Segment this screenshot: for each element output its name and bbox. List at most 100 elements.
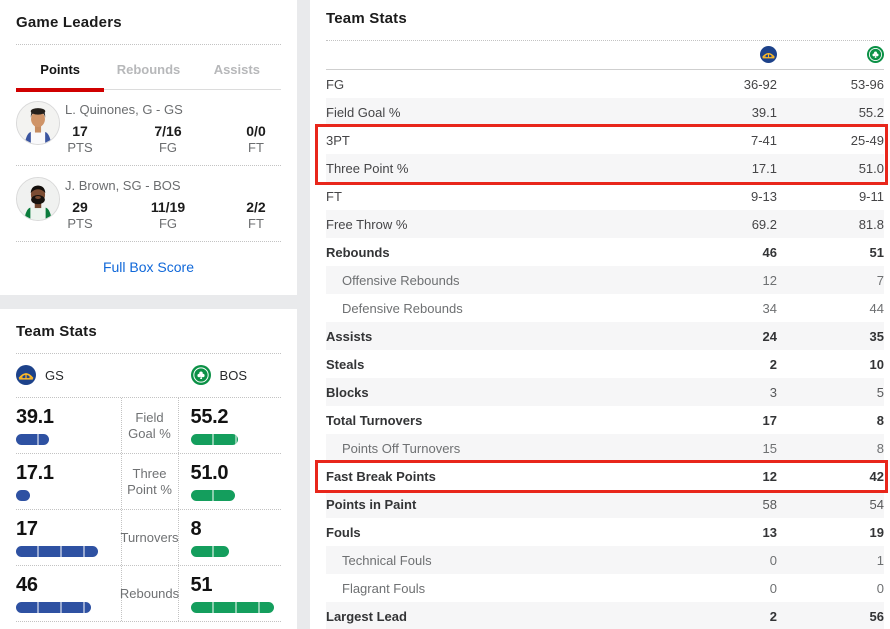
stat-row-blocks: Blocks 3 5 — [326, 378, 884, 406]
gs-value: 9-13 — [750, 188, 777, 204]
leader-stat-fg: 7/16 FG — [153, 123, 183, 155]
gs-value: 12 — [762, 272, 777, 288]
stat-name: Flagrant Fouls — [342, 580, 426, 596]
gs-value: 0 — [769, 580, 777, 596]
compare-row-three-point: 17.1 Three Point % 51.0 — [16, 454, 281, 510]
divider — [16, 44, 281, 45]
bos-value: 81.8 — [858, 216, 884, 232]
game-leaders-card: Game Leaders Points Rebounds Assists L. Qu… — [0, 0, 297, 295]
warriors-logo-icon — [16, 365, 36, 385]
player-name: L. Quinones, G - GS — [65, 102, 183, 117]
team-stats-right-title: Team Stats — [326, 10, 407, 27]
gs-stat-value: 17 — [16, 518, 38, 540]
player-name: J. Brown, SG - BOS — [65, 178, 181, 193]
header-col-bos — [777, 46, 884, 64]
stat-row-field-goal: Field Goal % 39.1 55.2 — [326, 98, 884, 126]
bos-value: 7 — [876, 272, 884, 288]
stat-name: Largest Lead — [326, 608, 407, 624]
warriors-logo-icon — [760, 46, 777, 64]
stat-row-free-throw: Free Throw % 69.2 81.8 — [326, 210, 884, 238]
stat-name: Offensive Rebounds — [342, 272, 460, 288]
bos-value: 51 — [869, 244, 884, 260]
stat-row-offensive-rebounds: Offensive Rebounds 12 7 — [326, 266, 884, 294]
gs-value: 39.1 — [751, 104, 777, 120]
stat-name: Points Off Turnovers — [342, 440, 461, 456]
stat-name: Blocks — [326, 384, 369, 400]
stat-row-three-point: Three Point % 17.1 51.0 — [326, 154, 884, 182]
divider — [326, 40, 884, 41]
tab-assists[interactable]: Assists — [213, 62, 260, 77]
bos-stat-cell: 51.0 — [179, 454, 282, 509]
leaders-list: L. Quinones, G - GS 17 PTS 7/16 FG 0/0 FT J. B… — [16, 90, 281, 242]
compare-row-rebounds: 46 Rebounds 51 — [16, 566, 281, 622]
bos-value: 19 — [869, 524, 884, 540]
leader-info: L. Quinones, G - GS 17 PTS 7/16 FG 0/0 FT — [65, 101, 281, 155]
stat-row-rebounds: Rebounds 46 51 — [326, 238, 884, 266]
stat-label: FT — [248, 140, 264, 155]
stat-name: Technical Fouls — [342, 552, 432, 568]
stat-row-technical-fouls: Technical Fouls 0 1 — [326, 546, 884, 574]
stat-name: Free Throw % — [326, 216, 408, 232]
gs-stat-cell: 39.1 — [16, 398, 121, 453]
stat-label: FG — [158, 216, 178, 231]
leader-row-1: L. Quinones, G - GS 17 PTS 7/16 FG 0/0 FT — [16, 90, 281, 166]
team-stats-table-body: FG 36-92 53-96 Field Goal % 39.1 55.2 3PT 7-41 2… — [315, 70, 888, 629]
bos-value: 51.0 — [858, 160, 884, 176]
stat-name: Three Point % — [326, 160, 409, 176]
celtics-logo-icon — [190, 365, 211, 385]
gs-stat-bar — [16, 602, 92, 613]
team-bos: BOS — [190, 365, 247, 385]
bos-value: 5 — [876, 384, 884, 400]
leader-row-2: J. Brown, SG - BOS 29 PTS 11/19 FG 2/2 FT — [16, 166, 281, 242]
bos-stat-value: 51 — [190, 574, 213, 596]
gs-stat-bar — [16, 546, 99, 557]
bos-value: 42 — [869, 468, 884, 484]
stat-row-3pt: 3PT 7-41 25-49 — [326, 126, 884, 154]
celtics-logo-icon — [867, 46, 884, 64]
leader-stat-pts: 17 PTS — [65, 123, 95, 155]
team-gs: GS — [16, 365, 64, 385]
stat-value: 7/16 — [154, 123, 182, 139]
bos-stat-bar — [190, 434, 239, 445]
stat-row-points-in-paint: Points in Paint 58 54 — [326, 490, 884, 518]
team-stats-card-right: Team Stats FG 36-92 53-96 Field Goal % 39.1 5… — [310, 0, 890, 629]
bos-stat-cell: 51 — [179, 566, 282, 621]
compare-row-turnovers: 17 Turnovers 8 — [16, 510, 281, 566]
tab-rebounds[interactable]: Rebounds — [116, 62, 181, 77]
stat-name: Fouls — [326, 524, 361, 540]
gs-value: 24 — [762, 328, 777, 344]
stat-row-ft: FT 9-13 9-11 — [326, 182, 884, 210]
compare-stat-label: Turnovers — [120, 510, 179, 565]
gs-value: 7-41 — [750, 132, 777, 148]
stat-name: Fast Break Points — [326, 468, 436, 484]
full-box-score-link[interactable]: Full Box Score — [102, 259, 195, 275]
bos-value: 54 — [869, 496, 884, 512]
bos-stat-bar — [190, 490, 235, 501]
gs-value: 17.1 — [751, 160, 777, 176]
gs-value: 2 — [769, 356, 777, 372]
gs-value: 0 — [769, 552, 777, 568]
stat-name: Field Goal % — [326, 104, 401, 120]
stat-value: 17 — [72, 123, 88, 139]
bos-value: 44 — [869, 300, 884, 316]
header-col-gs — [667, 46, 777, 64]
tab-points[interactable]: Points — [16, 47, 105, 92]
stat-row-assists: Assists 24 35 — [326, 322, 884, 350]
bos-stat-cell: 8 — [179, 510, 282, 565]
leaders-tab-bar: Points Rebounds Assists — [16, 47, 281, 92]
gs-stat-cell: 17.1 — [16, 454, 121, 509]
gs-value: 13 — [762, 524, 777, 540]
leader-stat-ft: 0/0 FT — [241, 123, 271, 155]
stat-name: 3PT — [326, 132, 350, 148]
stat-label: FT — [248, 216, 264, 231]
teams-row: GS BOS — [16, 354, 281, 398]
team-gs-abbr: GS — [45, 367, 64, 383]
stat-row-total-turnovers: Total Turnovers 17 8 — [326, 406, 884, 434]
bos-value: 9-11 — [858, 188, 884, 204]
gs-stat-value: 46 — [16, 574, 38, 596]
gs-value: 17 — [762, 412, 777, 428]
stat-name: FG — [326, 76, 345, 92]
bos-stat-value: 8 — [190, 518, 202, 540]
leader-info: J. Brown, SG - BOS 29 PTS 11/19 FG 2/2 FT — [65, 177, 281, 231]
